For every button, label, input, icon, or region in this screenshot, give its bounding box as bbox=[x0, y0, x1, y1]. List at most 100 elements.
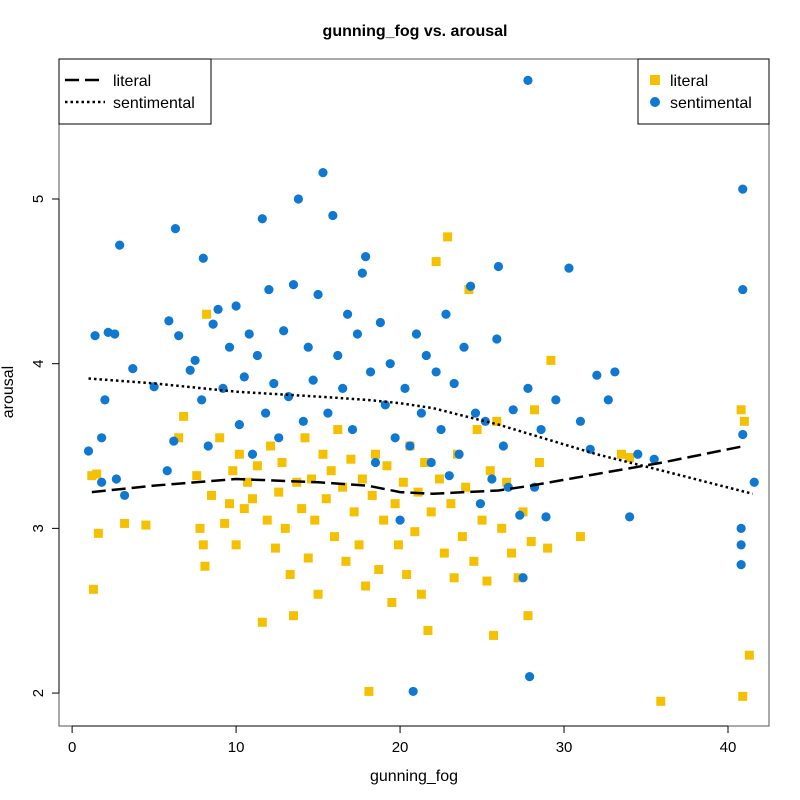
point-sentimental bbox=[274, 433, 284, 443]
point-literal bbox=[361, 581, 371, 591]
x-tick-label: 0 bbox=[68, 739, 76, 756]
legend-points: literal sentimental bbox=[637, 58, 770, 125]
point-sentimental bbox=[508, 405, 518, 415]
point-sentimental bbox=[279, 326, 289, 336]
point-sentimental bbox=[541, 512, 551, 522]
point-sentimental bbox=[603, 395, 613, 405]
point-sentimental bbox=[405, 441, 415, 451]
legend-points-entry-literal: literal bbox=[670, 73, 708, 90]
point-sentimental bbox=[523, 75, 533, 86]
point-literal bbox=[88, 584, 98, 594]
point-sentimental bbox=[487, 474, 497, 484]
y-axis-title: arousal bbox=[0, 366, 17, 418]
point-sentimental bbox=[380, 400, 390, 410]
point-sentimental bbox=[185, 365, 195, 375]
point-sentimental bbox=[244, 329, 254, 339]
point-sentimental bbox=[610, 367, 620, 377]
point-sentimental bbox=[408, 686, 418, 697]
legend-points-entry-sentimental: sentimental bbox=[670, 95, 752, 112]
point-literal bbox=[656, 696, 666, 706]
point-literal bbox=[239, 504, 249, 514]
point-literal bbox=[426, 507, 436, 517]
point-literal bbox=[179, 411, 189, 421]
point-sentimental bbox=[303, 342, 313, 352]
point-sentimental bbox=[110, 329, 120, 339]
point-sentimental bbox=[498, 441, 508, 451]
point-literal bbox=[313, 589, 323, 599]
legend-lines: literal sentimental bbox=[58, 58, 212, 125]
point-literal bbox=[262, 515, 272, 525]
point-literal bbox=[482, 576, 492, 586]
point-literal bbox=[434, 474, 444, 484]
point-sentimental bbox=[333, 350, 343, 361]
point-sentimental bbox=[224, 342, 235, 352]
point-sentimental bbox=[503, 482, 513, 492]
point-literal bbox=[120, 518, 130, 528]
point-literal bbox=[300, 433, 310, 443]
point-literal bbox=[398, 477, 408, 487]
point-literal bbox=[93, 528, 103, 538]
point-literal bbox=[477, 515, 487, 525]
point-sentimental bbox=[459, 342, 469, 352]
point-sentimental bbox=[115, 240, 125, 250]
point-literal bbox=[92, 469, 102, 479]
point-literal bbox=[420, 457, 430, 467]
point-literal bbox=[402, 569, 412, 579]
point-literal bbox=[739, 416, 749, 426]
point-sentimental bbox=[749, 477, 759, 487]
point-literal bbox=[443, 232, 453, 242]
point-sentimental bbox=[736, 523, 746, 533]
point-sentimental bbox=[385, 359, 395, 369]
point-literal bbox=[423, 625, 433, 635]
point-sentimental bbox=[323, 408, 333, 418]
point-literal bbox=[625, 453, 635, 463]
point-sentimental bbox=[347, 424, 358, 435]
point-literal bbox=[297, 504, 307, 514]
point-sentimental bbox=[342, 309, 353, 319]
point-sentimental bbox=[523, 383, 533, 393]
point-sentimental bbox=[190, 355, 200, 365]
y-tick-label: 5 bbox=[30, 195, 47, 203]
point-sentimental bbox=[269, 378, 279, 389]
point-sentimental bbox=[421, 350, 431, 361]
point-sentimental bbox=[308, 375, 318, 385]
point-sentimental bbox=[575, 416, 586, 426]
point-literal bbox=[234, 449, 244, 459]
point-literal bbox=[338, 482, 348, 492]
point-sentimental bbox=[444, 471, 454, 481]
point-literal bbox=[206, 490, 216, 500]
point-literal bbox=[243, 477, 253, 487]
point-sentimental bbox=[252, 350, 263, 361]
point-sentimental bbox=[119, 490, 130, 501]
point-literal bbox=[274, 487, 284, 497]
point-literal bbox=[277, 457, 287, 467]
point-sentimental bbox=[633, 449, 643, 459]
trend-line-literal bbox=[91, 444, 745, 496]
point-sentimental bbox=[465, 281, 476, 291]
point-literal bbox=[469, 556, 479, 566]
point-sentimental bbox=[231, 301, 241, 311]
x-tick-label: 10 bbox=[228, 739, 245, 756]
point-literal bbox=[354, 540, 364, 550]
point-literal bbox=[416, 589, 426, 599]
point-sentimental bbox=[203, 441, 213, 451]
point-literal bbox=[489, 630, 499, 640]
point-literal bbox=[390, 499, 400, 509]
point-literal bbox=[220, 518, 230, 528]
plot-frame bbox=[58, 58, 770, 727]
point-literal bbox=[174, 433, 184, 443]
point-sentimental bbox=[234, 420, 244, 430]
point-sentimental bbox=[480, 416, 490, 426]
point-sentimental bbox=[436, 424, 446, 435]
point-literal bbox=[379, 515, 389, 525]
point-sentimental bbox=[97, 433, 107, 443]
point-literal bbox=[310, 515, 320, 525]
point-literal bbox=[346, 454, 356, 464]
point-literal bbox=[492, 416, 502, 426]
point-literal bbox=[534, 457, 544, 467]
point-literal bbox=[530, 405, 540, 415]
point-sentimental bbox=[736, 540, 746, 550]
point-sentimental bbox=[400, 383, 410, 393]
x-axis: 0 10 20 30 40 bbox=[68, 725, 736, 756]
point-sentimental bbox=[365, 367, 376, 377]
